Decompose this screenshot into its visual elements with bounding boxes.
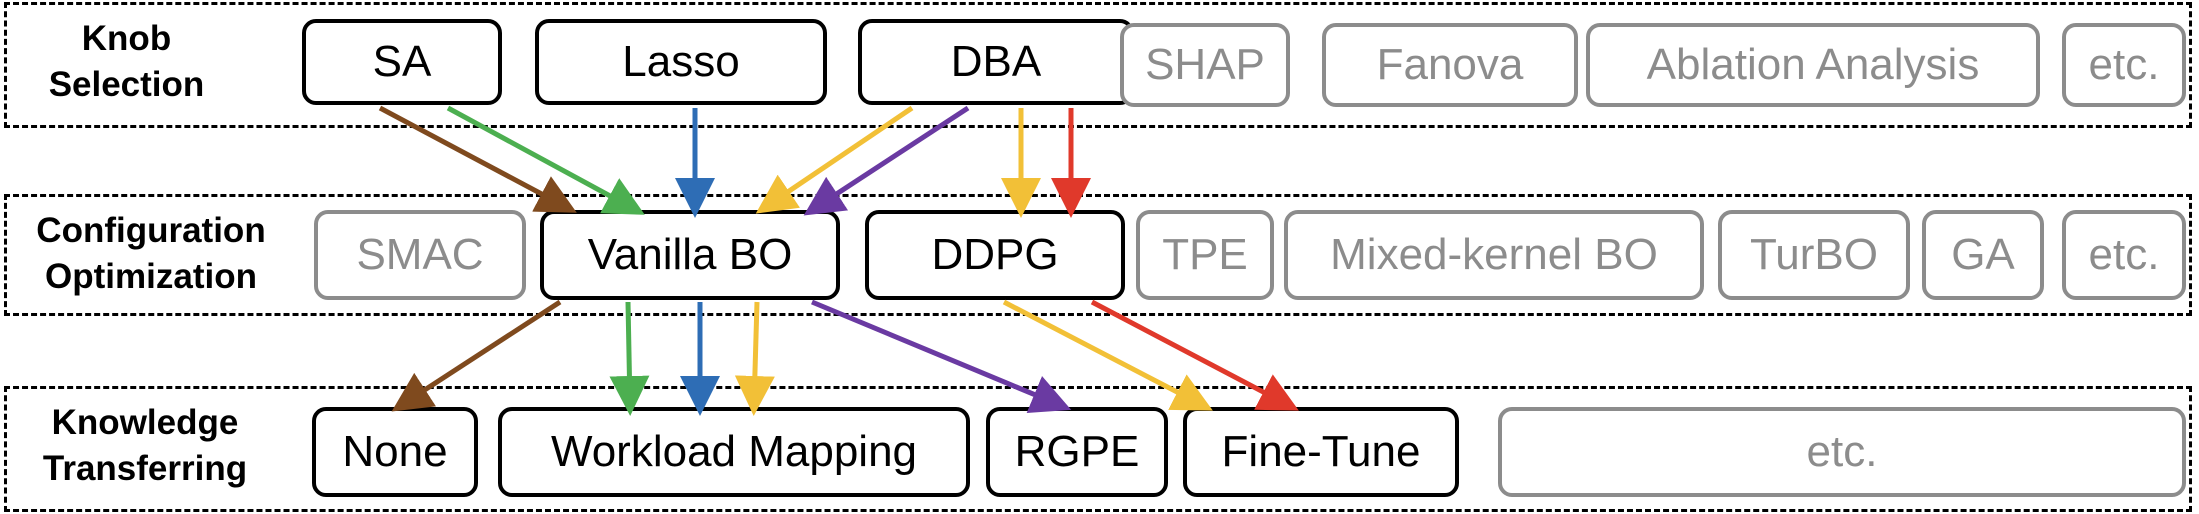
configuration-optimization-label: Configuration Optimization [6, 208, 296, 300]
knowledge-transferring-label-line2: Transferring [42, 449, 248, 488]
box-ddpg: DDPG [865, 210, 1125, 300]
arrow-vanilla-bo-to-none-brown [391, 299, 562, 412]
knob-selection-label-line2: Selection [48, 65, 205, 104]
knowledge-transferring-label-line1: Knowledge [51, 403, 239, 442]
box-transfer-etc: etc. [1498, 407, 2186, 497]
box-lasso: Lasso [535, 19, 827, 105]
knob-selection-label: Knob Selection [14, 16, 239, 108]
box-fanova: Fanova [1322, 23, 1578, 107]
arrow-ddpg-to-fine-tune-red [1090, 299, 1299, 411]
knob-selection-label-line1: Knob [81, 19, 172, 58]
box-shap: SHAP [1120, 23, 1290, 107]
box-knob-etc: etc. [2062, 23, 2186, 107]
arrow-vanilla-bo-to-workload-mapping-green [609, 301, 650, 416]
arrow-sa-to-vanilla-bo-green [446, 105, 645, 215]
box-ga: GA [1922, 210, 2044, 300]
box-config-etc: etc. [2062, 210, 2186, 300]
box-sa: SA [302, 19, 502, 105]
arrow-vanilla-bo-to-workload-mapping-yellow [734, 301, 775, 416]
box-tpe: TPE [1136, 210, 1274, 300]
box-turbo: TurBO [1718, 210, 1910, 300]
box-fine-tune: Fine-Tune [1183, 407, 1459, 497]
knowledge-transferring-row [4, 386, 2192, 512]
box-dba: DBA [858, 19, 1134, 105]
configuration-optimization-row [4, 194, 2192, 316]
box-vanilla-bo: Vanilla BO [540, 210, 840, 300]
knowledge-transferring-label: Knowledge Transferring [10, 400, 280, 492]
box-mixed-kernel-bo: Mixed-kernel BO [1284, 210, 1704, 300]
box-ablation-analysis: Ablation Analysis [1586, 23, 2040, 107]
configuration-optimization-label-line2: Optimization [45, 257, 257, 296]
arrow-vanilla-bo-to-rgpe-purple [811, 299, 1072, 413]
knob-selection-row [4, 2, 2192, 128]
box-workload-mapping: Workload Mapping [498, 407, 970, 497]
arrow-dba-to-vanilla-bo-purple [803, 105, 970, 216]
arrow-ddpg-to-fine-tune-yellow [1002, 299, 1213, 411]
arrow-sa-to-vanilla-bo-brown [378, 105, 577, 213]
box-smac: SMAC [314, 210, 526, 300]
box-none: None [312, 407, 478, 497]
box-rgpe: RGPE [986, 407, 1168, 497]
arrow-dba-to-vanilla-bo-yellow [755, 105, 914, 214]
configuration-optimization-label-line1: Configuration [36, 211, 266, 250]
